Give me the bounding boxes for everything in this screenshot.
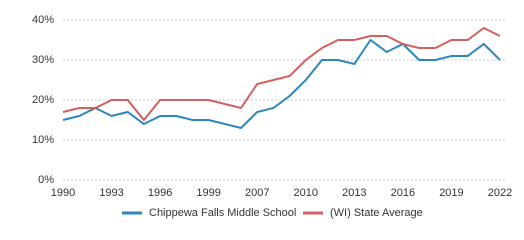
x-tick-label: 1999: [196, 187, 220, 199]
chart: 0% 10% 20% 30% 40% 1990 1993 1996 1999 2007 2010 20…: [32, 14, 512, 219]
y-tick-label: 10%: [32, 134, 54, 146]
series-line: [62, 38, 501, 130]
y-tick-label: 30%: [32, 54, 54, 66]
y-tick-label: 20%: [32, 94, 54, 106]
x-tick-label: 2019: [439, 187, 463, 199]
x-tick-label: 2013: [342, 187, 366, 199]
x-tick-label: 2022: [488, 187, 512, 199]
x-tick-label: 2007: [245, 187, 269, 199]
x-tick-label: 1993: [99, 187, 123, 199]
x-tick-label: 1990: [51, 187, 75, 199]
x-tick-label: 2016: [391, 187, 415, 199]
x-tick-label: 2010: [294, 187, 318, 199]
series-line: [62, 26, 501, 122]
y-tick-label: 0%: [38, 174, 54, 186]
legend-label: (WI) State Average: [330, 207, 423, 219]
x-tick-label: 1996: [148, 187, 172, 199]
legend-label: Chippewa Falls Middle School: [149, 207, 296, 219]
y-tick-label: 40%: [32, 14, 54, 26]
